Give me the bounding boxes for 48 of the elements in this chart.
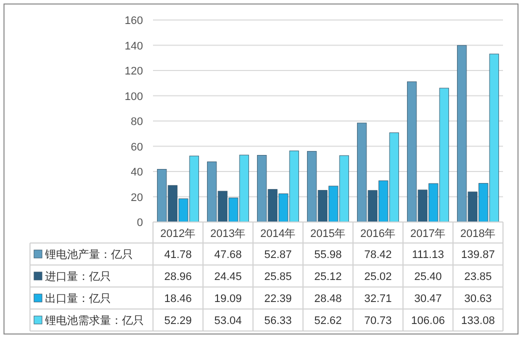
data-label: 30.47: [414, 293, 442, 305]
data-label: 28.48: [314, 293, 342, 305]
legend-label: 锂电池产量：亿只: [44, 248, 133, 261]
data-label: 25.40: [414, 271, 442, 283]
y-tick-label: 160: [124, 15, 143, 27]
data-label: 41.78: [164, 249, 192, 261]
y-tick-label: 100: [124, 90, 143, 103]
y-tick-label: 60: [130, 141, 143, 154]
data-label: 139.87: [461, 249, 495, 261]
legend-label: 进口量：亿只: [45, 270, 111, 283]
y-tick-label: 140: [124, 40, 143, 52]
data-label: 106.06: [411, 315, 445, 327]
data-label: 52.87: [264, 249, 292, 261]
y-tick-label: 0: [136, 217, 143, 229]
data-label: 52.62: [314, 315, 342, 327]
legend-label: 锂电池需求量：亿只: [44, 314, 144, 327]
x-tick-label: 2013年: [210, 228, 246, 240]
data-label: 19.09: [214, 293, 242, 305]
x-tick-label: 2016年: [360, 228, 396, 240]
data-label: 47.68: [214, 249, 242, 261]
x-tick-label: 2018年: [460, 228, 496, 240]
data-label: 32.71: [364, 293, 392, 305]
y-tick-label: 20: [130, 192, 143, 204]
legend-label: 出口量：亿只: [45, 292, 111, 305]
data-label: 30.63: [464, 293, 492, 305]
data-label: 55.98: [314, 249, 342, 261]
y-tick-label: 120: [124, 66, 143, 78]
data-label: 18.46: [164, 293, 192, 305]
x-tick-label: 2012年: [160, 228, 196, 240]
data-label: 23.85: [464, 271, 492, 283]
data-label: 78.42: [364, 249, 392, 261]
x-tick-label: 2015年: [310, 228, 346, 240]
data-label: 70.73: [364, 315, 392, 327]
x-tick-label: 2017年: [410, 228, 446, 240]
y-tick-label: 80: [130, 116, 143, 128]
data-label: 24.45: [214, 271, 242, 283]
data-label: 133.08: [461, 315, 495, 327]
data-label: 111.13: [412, 249, 444, 261]
data-label: 25.85: [264, 271, 292, 283]
data-label: 53.04: [214, 315, 242, 327]
data-label: 22.39: [264, 293, 292, 305]
data-label: 28.96: [164, 271, 192, 283]
data-label: 52.29: [164, 315, 192, 327]
y-tick-label: 40: [130, 166, 143, 178]
data-label: 25.02: [364, 271, 392, 283]
data-label: 56.33: [264, 315, 292, 327]
x-tick-label: 2014年: [260, 228, 296, 240]
data-label: 25.12: [314, 271, 342, 283]
